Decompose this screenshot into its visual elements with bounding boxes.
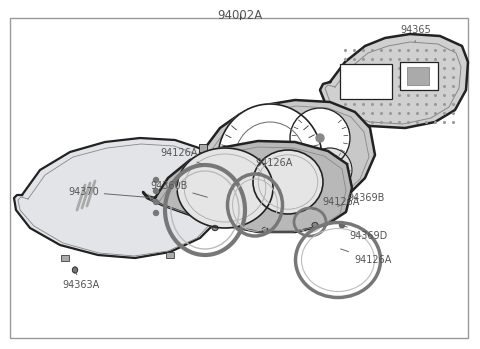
Ellipse shape	[154, 188, 158, 193]
Ellipse shape	[218, 104, 322, 212]
Ellipse shape	[312, 223, 318, 228]
Bar	[407, 67, 429, 85]
Text: 94126A: 94126A	[160, 148, 203, 165]
Ellipse shape	[266, 154, 274, 162]
Text: 94370: 94370	[68, 187, 153, 198]
Ellipse shape	[339, 222, 345, 228]
Text: 94002A: 94002A	[217, 9, 263, 22]
Ellipse shape	[290, 108, 350, 168]
Polygon shape	[198, 100, 375, 212]
Text: 94369B: 94369B	[337, 193, 384, 206]
Bar	[340, 64, 392, 99]
Ellipse shape	[334, 190, 338, 196]
Ellipse shape	[327, 168, 333, 172]
Bar	[166, 252, 174, 258]
Bar	[204, 198, 212, 206]
Text: 94126A: 94126A	[255, 158, 292, 173]
Ellipse shape	[316, 134, 324, 142]
Ellipse shape	[330, 203, 336, 210]
Ellipse shape	[154, 178, 158, 183]
Bar	[250, 183, 305, 205]
Ellipse shape	[72, 267, 77, 273]
Bar	[400, 62, 438, 90]
Bar	[199, 144, 207, 152]
Text: 94365: 94365	[400, 25, 431, 42]
Text: 94369D: 94369D	[345, 226, 387, 241]
Text: 94126A: 94126A	[312, 197, 360, 209]
Text: 94363A: 94363A	[62, 273, 99, 290]
Polygon shape	[320, 34, 468, 128]
Ellipse shape	[154, 210, 158, 215]
Bar	[198, 161, 206, 169]
Polygon shape	[14, 138, 228, 258]
Ellipse shape	[212, 225, 218, 230]
Ellipse shape	[296, 170, 336, 210]
Ellipse shape	[313, 187, 319, 193]
Bar	[198, 181, 206, 189]
Ellipse shape	[154, 200, 158, 205]
Ellipse shape	[253, 150, 323, 214]
Text: 94360B: 94360B	[150, 181, 207, 197]
Ellipse shape	[254, 153, 265, 163]
Ellipse shape	[177, 148, 273, 228]
Ellipse shape	[308, 148, 352, 192]
Bar	[61, 255, 69, 261]
Ellipse shape	[328, 203, 334, 210]
Text: 94126A: 94126A	[341, 249, 391, 265]
Polygon shape	[143, 141, 352, 232]
Ellipse shape	[262, 228, 268, 232]
